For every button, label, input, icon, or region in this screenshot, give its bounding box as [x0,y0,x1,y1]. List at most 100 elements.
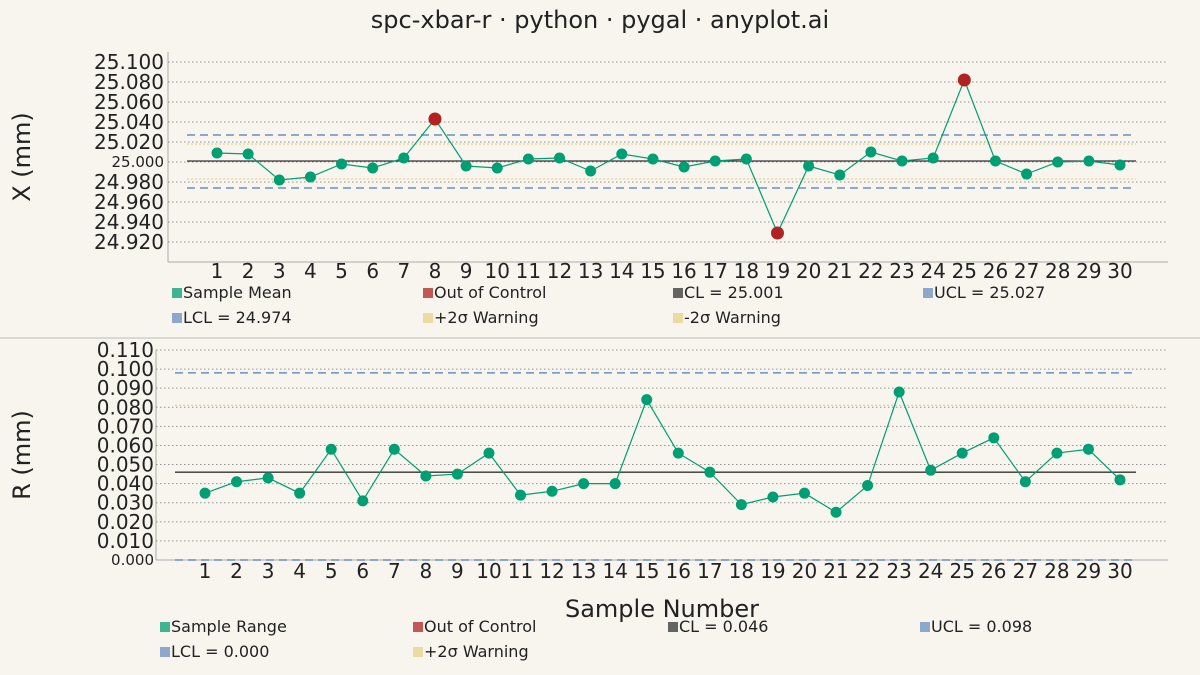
data-point [585,165,597,177]
legend-label: CL = 25.001 [684,283,784,302]
out-of-control-point [428,112,442,126]
legend-swatch [673,313,683,323]
x-tick-label: 11 [516,259,541,283]
data-point [709,155,721,167]
x-tick-label: 13 [571,559,596,583]
x-tick-label: 10 [476,559,501,583]
x-axis-title: Sample Number [565,595,759,623]
x-tick-label: 1 [211,259,224,283]
x-tick-label: 6 [356,559,369,583]
x-tick-label: 5 [335,259,348,283]
y-tick-label: 0.090 [97,376,154,400]
x-tick-label: 13 [578,259,603,283]
x-tick-label: 22 [855,559,880,583]
y-tick-label: 0.000 [111,551,154,569]
x-tick-label: 6 [366,259,379,283]
x-tick-label: 8 [429,259,442,283]
legend-label: Out of Control [434,283,546,302]
x-tick-label: 25 [952,259,977,283]
x-tick-label: 7 [397,259,410,283]
y-tick-label: 25.060 [94,90,164,114]
xbar-panel: 24.92024.94024.96024.98025.00025.02025.0… [8,50,1168,327]
data-point [491,162,503,174]
x-tick-label: 19 [760,559,785,583]
y-tick-label: 0.100 [97,357,154,381]
data-point [398,152,410,164]
data-point [336,158,348,170]
data-point [896,155,908,167]
legend-swatch [920,622,930,632]
data-point [1114,474,1126,486]
data-point [862,480,874,492]
data-point [554,152,566,164]
x-tick-label: 4 [304,259,317,283]
data-point [1114,159,1126,171]
y-tick-label: 24.940 [94,210,164,234]
y-tick-label: 25.080 [94,70,164,94]
x-tick-label: 30 [1107,259,1132,283]
y-tick-label: 0.060 [97,433,154,457]
data-point [388,443,400,455]
data-point [483,447,495,459]
x-tick-label: 17 [702,259,727,283]
y-tick-label: 0.110 [97,338,154,362]
x-tick-label: 15 [634,559,659,583]
data-point [1052,156,1064,168]
data-point [1083,155,1095,167]
out-of-control-point [957,73,971,87]
data-point [211,147,223,159]
x-tick-label: 10 [485,259,510,283]
y-tick-label: 0.030 [97,491,154,515]
x-tick-label: 1 [199,559,212,583]
data-point [231,476,243,488]
legend-label: Sample Range [171,617,287,636]
x-tick-label: 23 [889,259,914,283]
data-point [830,506,842,518]
data-point [956,447,968,459]
data-point [546,485,558,497]
legend-swatch [413,622,423,632]
x-tick-label: 29 [1076,559,1101,583]
y-tick-label: 0.040 [97,472,154,496]
y-tick-label: 0.010 [97,529,154,553]
legend-swatch [172,288,182,298]
data-point [1051,447,1063,459]
y-tick-label: 0.080 [97,395,154,419]
legend-swatch [423,288,433,298]
x-tick-label: 26 [983,259,1008,283]
x-tick-label: 27 [1013,559,1038,583]
data-point [767,491,779,503]
legend-swatch [923,288,933,298]
x-tick-label: 30 [1107,559,1132,583]
data-point [357,495,369,507]
legend-label: -2σ Warning [684,308,781,327]
x-tick-label: 18 [734,259,759,283]
x-tick-label: 3 [273,259,286,283]
x-tick-label: 28 [1044,559,1069,583]
x-tick-label: 21 [827,259,852,283]
x-tick-label: 15 [640,259,665,283]
x-tick-label: 9 [451,559,464,583]
y-tick-label: 0.050 [97,453,154,477]
data-point [273,174,285,186]
y-tick-label: 24.960 [94,190,164,214]
x-tick-label: 22 [858,259,883,283]
data-point [927,152,939,164]
legend-label: CL = 0.046 [679,617,768,636]
data-point [865,146,877,158]
legend-label: LCL = 0.000 [171,642,269,661]
data-point [522,153,534,165]
x-tick-label: 18 [729,559,754,583]
data-point [1082,443,1094,455]
x-tick-label: 3 [262,559,275,583]
series-line [216,78,1121,235]
data-point [735,499,747,511]
x-tick-label: 20 [796,259,821,283]
y-tick-label: 25.100 [94,50,164,74]
data-point [647,153,659,165]
y-tick-label: 24.980 [94,170,164,194]
x-tick-label: 23 [886,559,911,583]
x-tick-label: 24 [918,559,943,583]
data-point [609,478,621,490]
